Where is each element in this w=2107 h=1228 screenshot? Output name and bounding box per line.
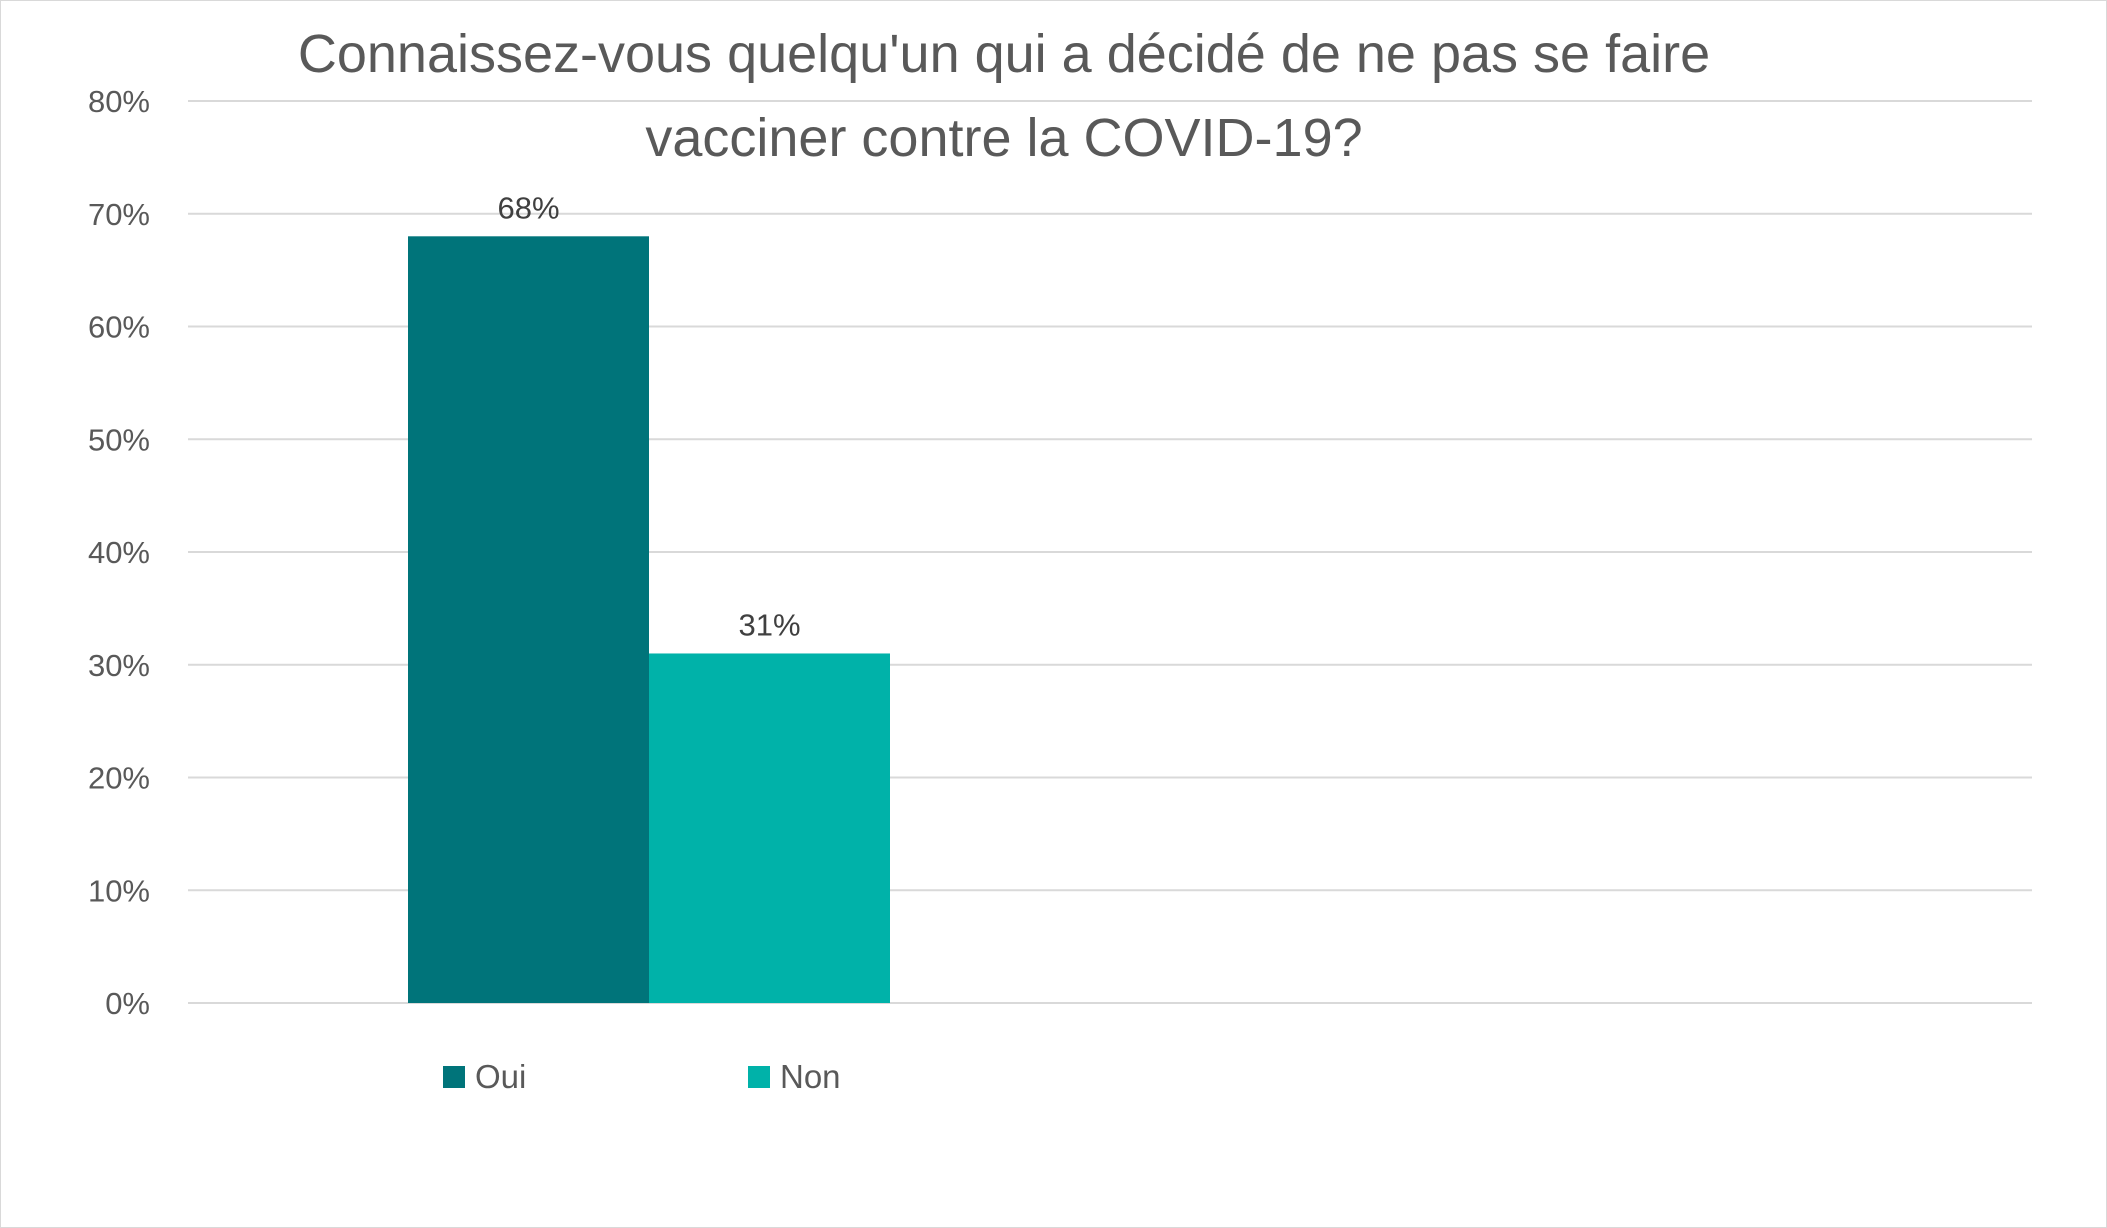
legend-label-oui: Oui bbox=[475, 1058, 527, 1095]
y-tick-label: 80% bbox=[88, 84, 150, 119]
chart-title-line-1: Connaissez-vous quelqu'un qui a décidé d… bbox=[297, 24, 1711, 84]
y-tick-label: 50% bbox=[88, 422, 150, 457]
y-tick-label: 20% bbox=[88, 761, 150, 796]
bar-oui bbox=[408, 236, 649, 1004]
legend-item-non: Non bbox=[748, 1058, 841, 1096]
legend-item-oui: Oui bbox=[443, 1058, 526, 1096]
data-label-oui: 68% bbox=[497, 190, 559, 225]
bar-non bbox=[649, 653, 890, 1003]
chart-title: Connaissez-vous quelqu'un qui a décidé d… bbox=[160, 12, 1848, 180]
legend-swatch-non bbox=[748, 1066, 770, 1088]
y-tick-label: 40% bbox=[88, 535, 150, 570]
data-label-non: 31% bbox=[738, 607, 800, 642]
legend-label-non: Non bbox=[780, 1058, 841, 1095]
legend: Oui Non bbox=[0, 1058, 2107, 1098]
y-tick-label: 30% bbox=[88, 648, 150, 683]
y-tick-label: 0% bbox=[105, 986, 150, 1021]
y-tick-label: 70% bbox=[88, 197, 150, 232]
legend-swatch-oui bbox=[443, 1066, 465, 1088]
y-tick-label: 60% bbox=[88, 310, 150, 345]
chart-title-line-2: vacciner contre la COVID-19? bbox=[645, 108, 1363, 168]
y-tick-label: 10% bbox=[88, 873, 150, 908]
